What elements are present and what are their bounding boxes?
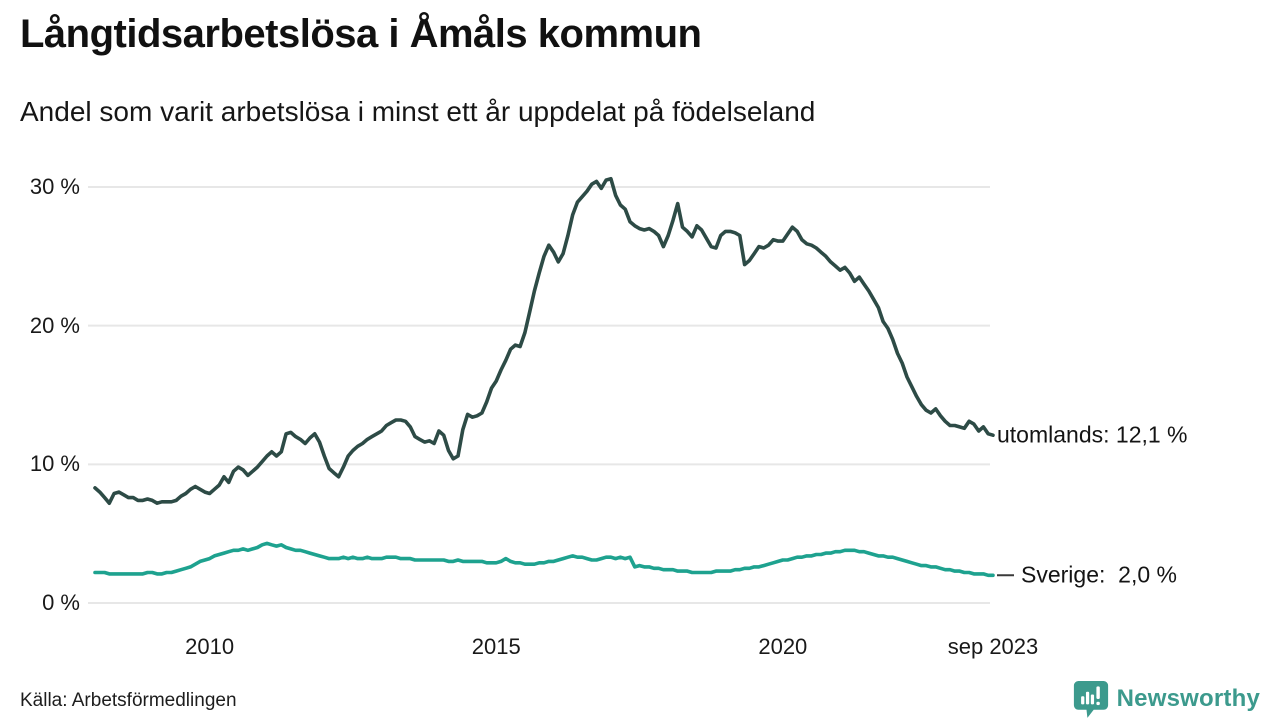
- chart-subtitle: Andel som varit arbetslösa i minst ett å…: [20, 96, 816, 127]
- x-tick-label: 2015: [471, 634, 521, 659]
- x-tick-label: 2020: [758, 634, 808, 659]
- y-tick-label: 0 %: [42, 590, 80, 615]
- newsworthy-logo[interactable]: Newsworthy: [1073, 678, 1260, 720]
- series-label-utomlands: utomlands: 12,1 %: [997, 421, 1188, 448]
- source-note: Källa: Arbetsförmedlingen: [20, 690, 237, 711]
- newsworthy-speech-bubble-bar-chart-icon: [1073, 679, 1109, 719]
- page-title: Långtidsarbetslösa i Åmåls kommun: [20, 12, 702, 56]
- y-tick-label: 20 %: [29, 312, 80, 338]
- x-tick-label: sep 2023: [947, 634, 1039, 659]
- x-tick-label: 2010: [185, 634, 235, 659]
- y-tick-label: 30 %: [29, 173, 80, 199]
- series-label-sverige: Sverige: 2,0 %: [1021, 561, 1177, 588]
- newsworthy-wordmark: Newsworthy: [1116, 685, 1260, 712]
- y-tick-label: 10 %: [29, 451, 80, 477]
